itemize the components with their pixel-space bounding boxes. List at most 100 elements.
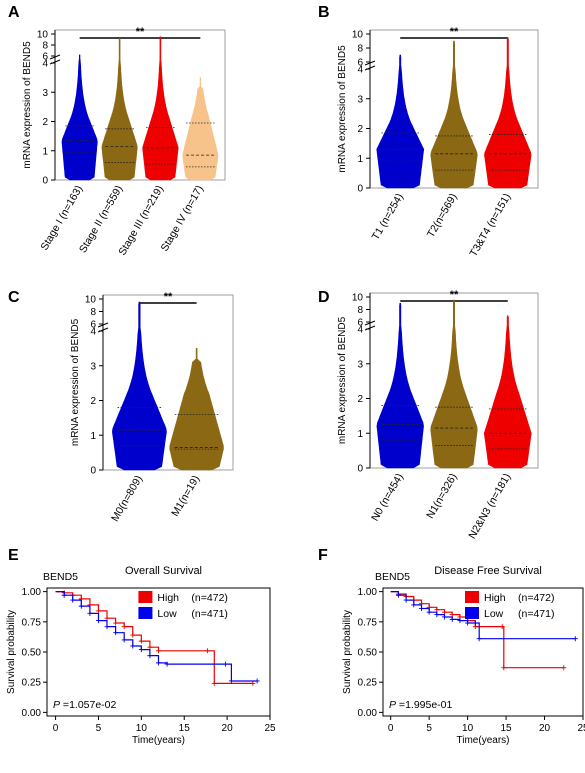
panel-letter: A — [8, 4, 20, 21]
x-tick-label: 25 — [577, 723, 585, 734]
censor-mark — [138, 638, 144, 644]
y-tick-label: 0.75 — [22, 617, 42, 628]
legend-swatch-high — [465, 591, 479, 603]
chart-title: Disease Free Survival — [434, 565, 542, 577]
panel-letter: E — [8, 547, 19, 564]
y-tick-label: 0.25 — [358, 678, 378, 689]
violin-body — [484, 37, 532, 189]
censor-mark — [104, 615, 110, 621]
censor-mark — [78, 603, 84, 609]
x-category-label: N1(n=326) — [424, 472, 459, 521]
y-tick-label: 1 — [357, 154, 363, 165]
significance-label: ** — [164, 291, 173, 303]
y-tick-label: 0.50 — [22, 648, 42, 659]
censor-mark — [418, 606, 424, 612]
y-tick-label: 6 — [357, 318, 363, 329]
y-tick-label: 0.75 — [358, 617, 378, 628]
y-tick-label: 4 — [90, 327, 96, 338]
censor-mark — [147, 653, 153, 659]
p-value-number: =1.057e-02 — [60, 699, 117, 711]
legend-label: Low — [484, 608, 504, 620]
x-tick-label: 10 — [136, 723, 148, 734]
violin-group — [142, 36, 179, 181]
violin-body — [182, 77, 219, 181]
censor-mark — [442, 609, 448, 615]
censor-mark — [121, 624, 127, 630]
censor-mark — [130, 632, 136, 638]
censor-mark — [472, 620, 478, 626]
y-axis-label: mRNA expression of BEND5 — [70, 318, 81, 446]
y-tick-label: 4 — [357, 325, 363, 336]
y-tick-label: 8 — [357, 44, 363, 55]
axis-break-mark — [364, 320, 376, 326]
censor-mark — [465, 620, 471, 626]
panel-letter: C — [8, 289, 20, 306]
panel-letter: B — [318, 4, 330, 21]
censor-mark — [476, 636, 482, 642]
violin-body — [376, 303, 424, 469]
censor-mark — [121, 637, 127, 643]
y-axis-label: Survival probability — [6, 610, 17, 694]
censor-mark — [95, 618, 101, 624]
y-tick-label: 4 — [357, 65, 363, 76]
censor-mark — [113, 620, 119, 626]
censor-mark — [156, 648, 161, 654]
legend-label: High — [157, 592, 179, 604]
y-tick-label: 8 — [42, 41, 48, 52]
x-category-label: T1 (n=254) — [370, 192, 406, 243]
x-axis-label: Time(years) — [457, 735, 510, 746]
p-value-number: =1.995e-01 — [396, 699, 453, 711]
y-tick-label: 0 — [90, 466, 96, 477]
y-tick-label: 10 — [37, 30, 49, 41]
x-tick-label: 25 — [264, 723, 276, 734]
legend-count: (n=471) — [191, 608, 227, 620]
censor-mark — [426, 609, 432, 615]
km-series-low — [55, 591, 260, 684]
censor-mark — [211, 680, 217, 686]
censor-mark — [204, 648, 210, 654]
axis-break-mark — [364, 60, 376, 66]
censor-mark — [95, 608, 101, 614]
legend-count: (n=472) — [518, 592, 554, 604]
censor-mark — [561, 665, 567, 671]
violin-body — [430, 40, 478, 189]
y-tick-label: 6 — [42, 52, 48, 63]
y-tick-label: 1 — [357, 429, 363, 440]
y-tick-label: 10 — [85, 295, 97, 306]
violin-body — [376, 54, 425, 189]
panel-letter: D — [318, 289, 330, 306]
p-value: P =1.995e-01 — [389, 699, 453, 711]
censor-mark — [449, 612, 455, 618]
y-tick-label: 0.00 — [358, 708, 378, 719]
censor-mark — [403, 597, 409, 603]
violin-panel-b: B 0 1 2 3 46 8 10 mRNA expression of BEND5 ** T1 (… — [318, 4, 539, 259]
censor-mark — [442, 614, 448, 620]
censor-mark — [449, 616, 455, 622]
y-tick-label: 1.00 — [22, 587, 42, 598]
legend-swatch-high — [138, 591, 153, 603]
y-axis-label: Survival probability — [342, 610, 353, 694]
legend-label: Low — [157, 608, 177, 620]
censor-mark — [572, 636, 578, 642]
censor-mark — [395, 592, 401, 598]
violin-group — [376, 303, 424, 469]
axis-break-mark — [49, 54, 61, 60]
violin-body — [483, 315, 532, 469]
y-tick-label: 4 — [42, 59, 48, 70]
km-series-high — [55, 590, 256, 686]
censor-mark — [457, 618, 463, 624]
censor-mark — [104, 624, 110, 630]
y-tick-label: 0.50 — [358, 648, 378, 659]
y-tick-label: 6 — [90, 320, 96, 331]
censor-mark — [501, 665, 507, 671]
censor-mark — [411, 602, 417, 608]
x-category-label: Stage I (n=163) — [39, 184, 86, 253]
censor-mark — [130, 643, 136, 649]
x-category-label: N2&N3 (n=181) — [466, 472, 513, 541]
survival-panel-f: F Disease Free Survival BEND5 0.00 0.25 0.50 0… — [318, 547, 585, 746]
y-tick-label: 0 — [42, 176, 48, 187]
x-tick-label: 0 — [388, 723, 394, 734]
x-category-label: T3&T4 (n=151) — [468, 192, 514, 259]
significance-label: ** — [450, 26, 459, 38]
